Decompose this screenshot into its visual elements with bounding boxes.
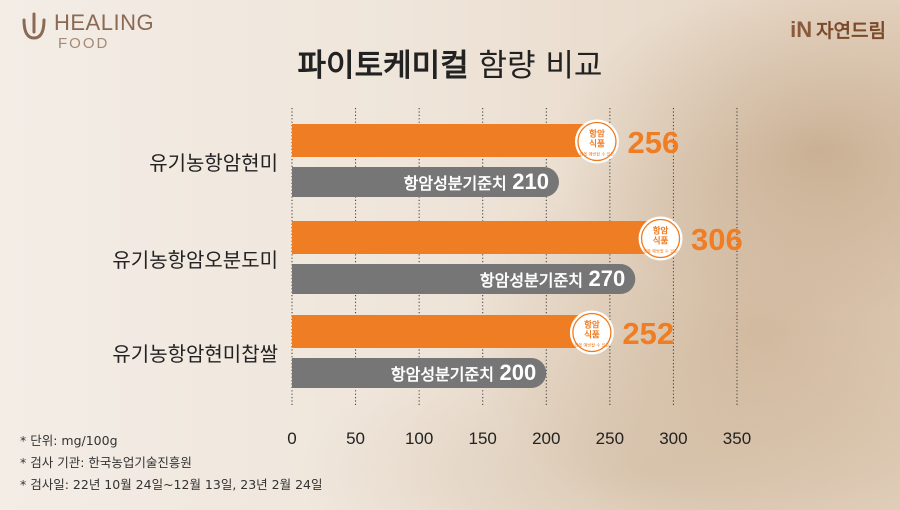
reference-bar: [292, 264, 636, 294]
chart-title: 파이토케미컬 함량 비교: [0, 40, 900, 85]
reference-label: 항암성분기준치 210: [404, 169, 549, 194]
brand-name: 자연드림: [816, 20, 886, 42]
reference-bar: [292, 358, 547, 388]
category-label: 유기농항암오분도미: [112, 248, 278, 272]
brand-word-1: HEALING: [54, 10, 155, 35]
value-label: 252: [622, 316, 674, 351]
footnote-unit: * 단위: mg/100g: [20, 433, 118, 448]
value-label: 256: [627, 125, 679, 160]
x-tick-label: 250: [596, 429, 624, 448]
badge-line-1: 항암: [653, 226, 669, 237]
value-label: 306: [691, 222, 743, 257]
reference-label-name: 항암성분기준치: [391, 365, 500, 384]
jayeondream-logo: iN 자연드림: [790, 16, 886, 43]
x-tick-label: 100: [405, 429, 433, 448]
footnotes: * 단위: mg/100g * 검사 기관: 한국농업기술진흥원 * 검사일: …: [20, 430, 323, 496]
badge-line-1: 항암: [589, 129, 605, 140]
reference-label-value: 270: [589, 266, 626, 291]
reference-bar: [292, 167, 559, 197]
x-tick-label: 200: [532, 429, 560, 448]
chart-title-bold: 파이토케미컬: [297, 48, 469, 84]
footnote-date: * 검사일: 22년 10월 24일~12월 13일, 23년 2월 24일: [20, 477, 323, 492]
reference-label-value: 210: [512, 169, 549, 194]
badge-line-3: 암을 예방할 수 있는: [580, 151, 615, 158]
value-bar: [292, 221, 682, 254]
badge-circle: [574, 119, 619, 164]
reference-label-name: 항암성분기준치: [404, 174, 513, 193]
badge-ring: [572, 312, 612, 353]
badge-line-2: 식품: [653, 236, 669, 247]
badge-line-3: 암을 예방할 수 있는: [643, 248, 678, 255]
badge-line-1: 항암: [584, 320, 600, 331]
value-bar: [292, 315, 613, 348]
badge-circle: [638, 216, 683, 261]
chart-title-normal: 함량 비교: [478, 48, 603, 84]
spoon-logo-icon: [22, 12, 46, 40]
category-label: 유기농항암현미: [149, 151, 278, 175]
category-label: 유기농항암현미찹쌀: [112, 342, 278, 366]
badge-line-2: 식품: [584, 330, 600, 341]
reference-label-name: 항암성분기준치: [480, 271, 589, 290]
x-tick-label: 350: [723, 429, 751, 448]
badge-ring: [577, 121, 617, 162]
reference-label-value: 200: [500, 360, 537, 385]
badge-line-3: 암을 예방할 수 있는: [574, 342, 609, 349]
x-tick-label: 50: [346, 429, 365, 448]
badge-circle: [569, 310, 614, 355]
badge-ring: [640, 218, 681, 259]
footnote-institution: * 검사 기관: 한국농업기술진흥원: [20, 455, 192, 470]
badge-line-2: 식품: [589, 139, 605, 150]
reference-label: 항암성분기준치 200: [391, 360, 536, 385]
value-bar: [292, 124, 618, 157]
x-tick-label: 0: [287, 429, 296, 448]
x-tick-label: 300: [659, 429, 687, 448]
brand-word-2: FOOD: [58, 35, 110, 52]
x-tick-label: 150: [469, 429, 497, 448]
brand-mark: iN: [790, 16, 813, 42]
healing-food-logo: HEALING FOOD: [20, 12, 154, 51]
reference-label: 항암성분기준치 270: [480, 266, 625, 291]
